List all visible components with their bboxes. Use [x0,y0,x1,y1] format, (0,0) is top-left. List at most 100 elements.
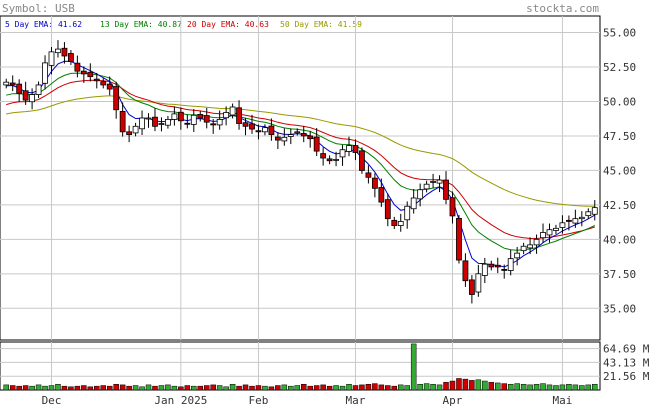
candle-body [501,269,508,271]
candle-body [294,131,301,134]
volume-bar [22,385,29,391]
date-tick-label: Mar [346,394,366,406]
volume-bar [126,385,132,391]
volume-bar [423,383,430,391]
volume-bar [488,382,495,391]
volume-bar [559,384,566,391]
volume-bar [449,380,456,391]
candle-body [16,83,23,94]
price-panel-frame [0,15,601,341]
volume-bar [546,384,553,391]
candle-body [262,127,268,133]
volume-bar [55,383,61,391]
volume-bar [184,385,191,391]
candle-body [184,122,191,125]
candle-body [430,181,436,183]
price-tick-label: 37.50 [603,268,636,281]
candle-body [352,145,359,153]
candle-body [333,158,339,161]
volume-bar [191,385,197,391]
volume-bar [29,385,35,391]
volume-axis-labels: 21.56 M43.13 M64.69 M [603,343,650,384]
candle-body [339,149,346,158]
candle-body [35,84,42,95]
date-tick-label: Dec [42,394,62,406]
volume-bars [3,343,598,391]
candle-body [365,172,372,178]
volume-bar [359,384,365,391]
candle-body [3,81,10,86]
volume-bar [16,385,22,391]
candle-body [462,260,469,282]
candle-body [22,90,29,101]
candle-body [255,130,262,133]
candle-body [223,112,230,119]
candle-body [268,125,275,135]
volume-bar [210,384,216,391]
volume-bar [106,385,113,391]
volume-bar [139,386,145,391]
date-axis-labels: Dec Jan 2025 Feb Mar Apr Mai [42,394,573,406]
volume-bar [417,383,423,391]
volume-bar [430,383,436,391]
volume-bar [236,385,242,391]
price-tick-label: 52.50 [603,61,636,74]
candles [3,40,598,304]
candle-body [203,115,210,123]
volume-tick-label: 43.13 M [603,356,650,369]
volume-bar [566,383,572,391]
volume-bar [223,386,229,391]
candle-body [236,107,242,124]
volume-bar [520,383,527,391]
volume-bar [475,379,482,391]
volume-bar [81,385,87,391]
volume-bar [514,383,520,391]
volume-bar [592,383,598,391]
candle-body [578,216,585,220]
date-tick-label: Feb [249,394,269,406]
volume-bar [158,385,165,391]
volume-bar [203,385,210,391]
volume-bar [553,385,559,391]
candle-body [74,62,81,72]
volume-bar [288,385,294,391]
volume-bar [152,385,158,391]
volume-bar [94,385,100,391]
volume-bar [132,385,139,391]
candle-body [481,263,488,276]
volume-bar [3,384,9,391]
candle-body [229,106,236,116]
volume-bar [268,386,275,391]
candle-body [326,158,333,162]
candle-body [165,119,171,126]
price-tick-label: 42.50 [603,199,636,212]
legend-ema50: 50 Day EMA: 41.59 [280,20,362,29]
candle-body [132,125,139,134]
price-tick-label: 55.00 [603,27,636,40]
candle-body [371,177,378,189]
candle-body [300,133,307,137]
candle-body [307,135,314,140]
candle-body [139,117,145,130]
candle-body [119,111,126,133]
candle-body [468,279,475,295]
volume-bar [352,385,359,391]
candle-body [488,263,495,268]
volume-tick-label: 21.56 M [603,370,650,383]
volume-bar [216,385,223,391]
volume-bar [501,383,507,391]
candle-body [410,197,417,210]
candle-body [113,86,120,111]
candle-body [287,134,294,137]
symbol-label: Symbol: USB [2,2,75,15]
candle-body [145,117,152,120]
volume-bar [100,385,106,391]
candle-body [281,136,288,142]
candle-body [106,83,113,90]
ema13-line [6,72,596,251]
price-tick-label: 35.00 [603,302,636,315]
volume-bar [313,385,320,391]
volume-bar [178,386,184,391]
candle-body [565,219,572,222]
